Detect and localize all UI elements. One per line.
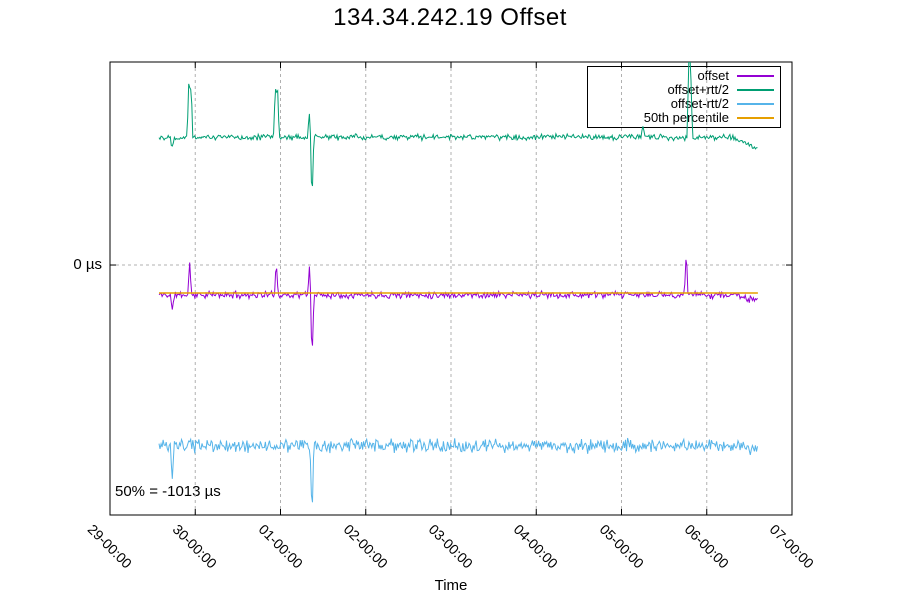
x-axis-title: Time <box>434 577 468 594</box>
legend-label: offset-rtt/2 <box>670 96 729 111</box>
plot-border <box>109 61 793 516</box>
x-tick-label: 02-00:00 <box>340 521 391 572</box>
legend-row: offset <box>590 69 774 83</box>
legend-row: offset-rtt/2 <box>590 97 774 111</box>
legend-row: offset+rtt/2 <box>590 83 774 97</box>
tick-marks <box>109 62 793 515</box>
x-tick-label: 04-00:00 <box>510 521 562 572</box>
legend-row: 50th percentile <box>590 111 774 125</box>
legend-label: 50th percentile <box>643 110 729 125</box>
percentile-annotation: 50% = -1013 µs <box>115 483 221 500</box>
legend-label: offset <box>697 68 729 83</box>
series-offset-rtt-2 <box>158 437 758 503</box>
x-tick-label: 03-00:00 <box>425 521 477 572</box>
series-offset <box>158 259 758 346</box>
gridlines <box>110 62 792 515</box>
x-tick-label: 07-00:00 <box>766 521 818 572</box>
legend-line-sample <box>737 75 774 77</box>
y-tick-label-zero: 0 µs <box>73 256 102 273</box>
x-tick-label: 30-00:00 <box>169 521 221 572</box>
legend: offset offset+rtt/2 offset-rtt/2 50th perce… <box>587 66 781 128</box>
legend-line-sample <box>737 117 774 119</box>
x-tick-label: 01-00:00 <box>255 521 306 572</box>
x-tick-label: 29-00:00 <box>84 521 136 572</box>
x-tick-label: 06-00:00 <box>681 521 732 572</box>
chart-title: 134.34.242.19 Offset <box>333 4 567 31</box>
legend-label: offset+rtt/2 <box>667 82 729 97</box>
x-tick-label: 05-00:00 <box>596 521 647 572</box>
legend-line-sample <box>737 103 774 105</box>
legend-line-sample <box>737 89 774 91</box>
